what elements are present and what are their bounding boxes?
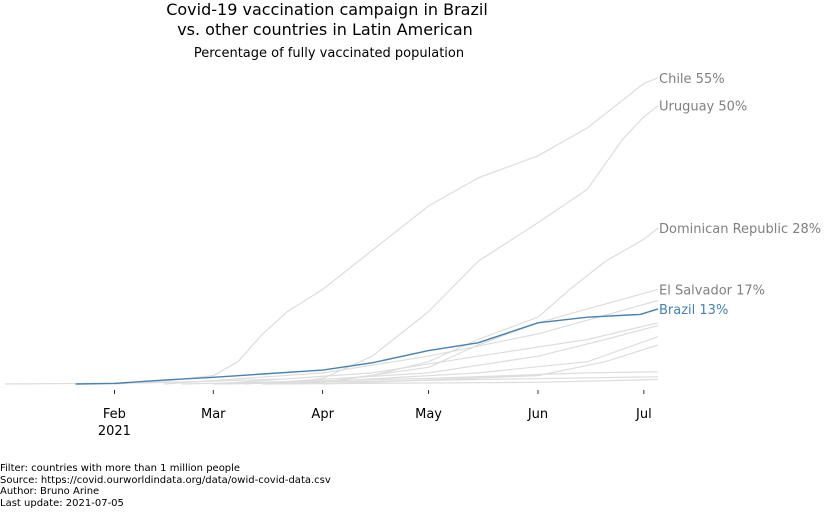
series-line-country-6 bbox=[163, 299, 659, 385]
series-line-brazil bbox=[75, 308, 659, 385]
other-countries-lines bbox=[4, 77, 659, 385]
series-line-chile bbox=[114, 77, 659, 385]
chart-title-line-1: Covid-19 vaccination campaign in Brazil bbox=[166, 0, 488, 19]
series-line-country-12 bbox=[213, 376, 659, 385]
footer-source: Source: https://covid.ourworldindata.org… bbox=[0, 474, 331, 486]
series-line-country-13 bbox=[262, 378, 659, 385]
x-tick-label-jul: Jul bbox=[635, 407, 652, 422]
series-line-el-salvador bbox=[213, 288, 659, 385]
end-labels: Chile 55% Uruguay 50% Dominican Republic 2… bbox=[659, 72, 821, 318]
x-tick-label-apr: Apr bbox=[311, 407, 334, 422]
footer-filter: Filter: countries with more than 1 milli… bbox=[0, 463, 241, 474]
end-label-uruguay: Uruguay 50% bbox=[659, 100, 747, 115]
end-label-chile: Chile 55% bbox=[659, 72, 725, 87]
series-line-country-11 bbox=[181, 371, 659, 385]
series-line-country-7 bbox=[213, 322, 659, 385]
footer-last-update: Last update: 2021-07-05 bbox=[0, 497, 124, 509]
footer-notes: Filter: countries with more than 1 milli… bbox=[0, 463, 331, 509]
end-label-brazil: Brazil 13% bbox=[659, 303, 728, 318]
chart-subtitle: Percentage of fully vaccinated populatio… bbox=[194, 46, 464, 61]
x-axis: Feb 2021 Mar Apr May Jun Jul bbox=[98, 390, 652, 439]
footer-author: Author: Bruno Arine bbox=[0, 486, 100, 498]
highlight-lines bbox=[75, 308, 659, 385]
x-tick-label-feb: Feb bbox=[103, 407, 126, 422]
end-label-dominican-republic: Dominican Republic 28% bbox=[659, 222, 821, 237]
end-label-el-salvador: El Salvador 17% bbox=[659, 283, 765, 298]
x-tick-label-may: May bbox=[415, 407, 442, 422]
x-tick-label-mar: Mar bbox=[201, 407, 226, 422]
x-tick-sublabel-year: 2021 bbox=[98, 424, 131, 439]
x-tick-label-jun: Jun bbox=[527, 407, 548, 422]
vaccination-line-chart: Covid-19 vaccination campaign in Brazil … bbox=[4, 0, 821, 439]
series-line-uruguay bbox=[280, 105, 659, 385]
series-line-country-9 bbox=[280, 336, 659, 385]
chart-title-line-2: vs. other countries in Latin American bbox=[177, 20, 473, 39]
series-line-country-8 bbox=[244, 325, 659, 385]
